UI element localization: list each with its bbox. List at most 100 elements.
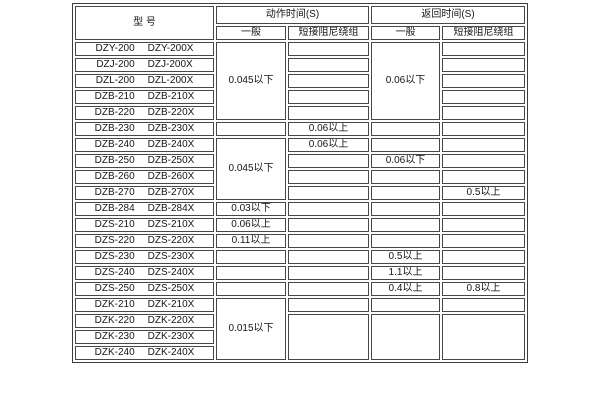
table-row: DZB-220 DZB-220X [75, 106, 525, 120]
model-name: DZS-250 [94, 283, 135, 294]
model-name-x: DZS-240X [147, 267, 195, 278]
model-cell: DZB-284 DZB-284X [75, 202, 214, 216]
return-general-cell [371, 298, 440, 312]
action-general-cell: 0.06以上 [216, 218, 286, 232]
table-row: DZK-210 DZK-210X 0.015以下 [75, 298, 525, 360]
model-cell: DZS-240 DZS-240X [75, 266, 214, 280]
return-general-cell [371, 234, 440, 248]
table-row: DZB-270 DZB-270X 0.5以上 [75, 186, 525, 200]
return-damping-cell [442, 74, 525, 88]
return-damping-cell [442, 106, 525, 120]
model-name-x: DZS-220X [147, 235, 195, 246]
action-damping-cell [288, 298, 369, 312]
model-cell: DZB-220 DZB-220X [75, 106, 214, 120]
model-cell: DZB-260 DZB-260X [75, 170, 214, 184]
return-damping-cell [442, 58, 525, 72]
action-damping-header-cell: 短接阻尼绕组 [288, 26, 369, 40]
return-general-header-cell: 一般 [371, 26, 440, 40]
return-general-cell: 1.1以上 [371, 266, 440, 280]
action-general-cell: 0.11以上 [216, 234, 286, 248]
return-general-cell [371, 202, 440, 216]
return-general-cell [371, 170, 440, 184]
model-name-x: DZB-210X [147, 91, 195, 102]
return-damping-cell [442, 170, 525, 184]
model-cell: DZB-230 DZB-230X [75, 122, 214, 136]
model-name: DZB-250 [94, 155, 135, 166]
table-row: DZS-230 DZS-230X 0.5以上 [75, 250, 525, 264]
return-general-cell: 0.5以上 [371, 250, 440, 264]
model-name: DZY-200 [95, 43, 135, 54]
model-name: DZK-240 [94, 347, 135, 358]
model-name: DZB-220 [94, 107, 135, 118]
model-name: DZK-210 [94, 299, 135, 310]
return-damping-cell [442, 90, 525, 104]
table-row: DZK-230 DZK-230X [75, 330, 525, 344]
table-row: DZS-220 DZS-220X 0.11以上 [75, 234, 525, 248]
header-row-groups: 型 号 动作时间(S) 返回时间(S) [75, 6, 525, 40]
return-damping-cell [442, 122, 525, 136]
model-name-x: DZK-240X [147, 347, 195, 358]
model-cell: DZB-240 DZB-240X [75, 138, 214, 152]
model-name-x: DZK-220X [147, 315, 195, 326]
table-row: DZS-240 DZS-240X 1.1以上 [75, 266, 525, 280]
action-damping-cell [288, 170, 369, 184]
model-cell: DZL-200 DZL-200X [75, 74, 214, 88]
table-row: DZL-200 DZL-200X [75, 74, 525, 88]
table-row: DZS-250 DZS-250X 0.4以上 0.8以上 [75, 282, 525, 296]
model-name: DZB-270 [94, 187, 135, 198]
action-general-header-cell: 一般 [216, 26, 286, 40]
return-damping-cell: 0.5以上 [442, 186, 525, 200]
header-row-sub: 一般 短接阻尼绕组 一般 短接阻尼绕组 [75, 26, 525, 40]
action-general-cell [216, 282, 286, 296]
model-cell: DZB-250 DZB-250X [75, 154, 214, 168]
action-damping-cell [288, 74, 369, 88]
return-general-cell [371, 122, 440, 136]
action-general-cell: 0.045以下 [216, 42, 286, 120]
model-cell: DZS-220 DZS-220X [75, 234, 214, 248]
return-damping-cell [442, 218, 525, 232]
model-name-x: DZB-260X [147, 171, 195, 182]
action-damping-cell [288, 186, 369, 200]
return-general-cell [371, 138, 440, 152]
return-time-header-cell: 返回时间(S) [371, 6, 525, 24]
return-damping-cell: 0.8以上 [442, 282, 525, 296]
model-name: DZB-260 [94, 171, 135, 182]
model-name-x: DZS-210X [147, 219, 195, 230]
model-name-x: DZK-230X [147, 331, 195, 342]
model-name: DZS-230 [94, 251, 135, 262]
model-name-x: DZB-220X [147, 107, 195, 118]
spec-table: 型 号 动作时间(S) 返回时间(S) 一般 短接阻尼绕组 一般 短接阻尼绕组 … [72, 3, 528, 363]
return-general-cell: 0.4以上 [371, 282, 440, 296]
action-damping-cell: 0.06以上 [288, 122, 369, 136]
model-name: DZK-230 [94, 331, 135, 342]
model-name-x: DZB-230X [147, 123, 195, 134]
model-name: DZJ-200 [96, 59, 135, 70]
model-name-x: DZS-230X [147, 251, 195, 262]
action-general-cell: 0.045以下 [216, 138, 286, 200]
action-general-cell [216, 122, 286, 136]
action-damping-cell [288, 106, 369, 120]
action-general-cell: 0.015以下 [216, 298, 286, 360]
return-damping-cell [442, 154, 525, 168]
table-row: DZB-210 DZB-210X [75, 90, 525, 104]
return-damping-cell [442, 298, 525, 312]
model-cell: DZS-250 DZS-250X [75, 282, 214, 296]
model-cell: DZB-270 DZB-270X [75, 186, 214, 200]
model-name-x: DZB-240X [147, 139, 195, 150]
model-name: DZL-200 [95, 75, 135, 86]
return-damping-cell [442, 42, 525, 56]
return-damping-cell [442, 234, 525, 248]
return-general-cell: 0.06以下 [371, 42, 440, 120]
model-cell: DZK-220 DZK-220X [75, 314, 214, 328]
action-general-cell: 0.03以下 [216, 202, 286, 216]
action-general-cell [216, 266, 286, 280]
model-name: DZK-220 [94, 315, 135, 326]
action-damping-cell [288, 58, 369, 72]
model-name: DZB-230 [94, 123, 135, 134]
model-name: DZS-240 [94, 267, 135, 278]
model-name-x: DZS-250X [147, 283, 195, 294]
model-name: DZB-210 [94, 91, 135, 102]
model-cell: DZK-240 DZK-240X [75, 346, 214, 360]
return-damping-cell [442, 250, 525, 264]
